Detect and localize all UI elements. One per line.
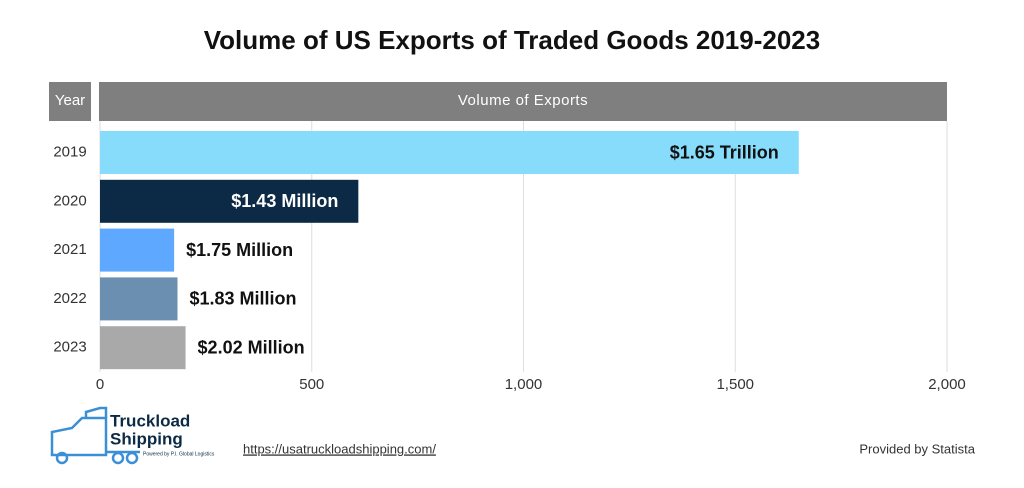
- value-label: $1.65 Trillion: [670, 142, 779, 162]
- value-label: $1.75 Million: [186, 240, 293, 260]
- y-tick-label: 2019: [53, 143, 86, 160]
- bar: [100, 326, 186, 370]
- logo-tagline: Powered by P.I. Global Logistics: [143, 451, 215, 457]
- source-note: Provided by Statista: [859, 441, 975, 456]
- logo-text: Shipping: [110, 429, 183, 448]
- logo: [50, 406, 140, 465]
- bar: [100, 228, 175, 272]
- chart-title: Volume of US Exports of Traded Goods 201…: [204, 25, 820, 55]
- x-tick-label: 1,000: [505, 376, 543, 393]
- header-cell: [49, 82, 91, 121]
- x-tick-label: 2,000: [928, 376, 966, 393]
- y-tick-label: 2022: [53, 290, 86, 307]
- x-tick-label: 500: [299, 376, 324, 393]
- bars: 2019 $1.65 Trillion 2020 $1.43 Million 2021 $…: [53, 131, 799, 370]
- value-label: $1.83 Million: [190, 289, 297, 309]
- x-tick-label: 1,500: [716, 376, 754, 393]
- logo-text: Truckload: [110, 411, 190, 430]
- y-tick-label: 2021: [53, 241, 86, 258]
- bar: [100, 131, 799, 174]
- value-label: $2.02 Million: [198, 337, 305, 357]
- value-header: Volume of Exports: [458, 92, 588, 109]
- x-tick-label: 0: [96, 376, 104, 393]
- value-label: $1.43 Million: [231, 191, 338, 211]
- source-url[interactable]: https://usatruckloadshipping.com/: [243, 441, 436, 456]
- y-tick-label: 2020: [53, 192, 86, 209]
- header-cell: [99, 82, 947, 121]
- bar: [100, 179, 359, 223]
- y-tick-label: 2023: [53, 339, 86, 356]
- bar: [100, 277, 178, 321]
- category-header: Year: [55, 92, 85, 109]
